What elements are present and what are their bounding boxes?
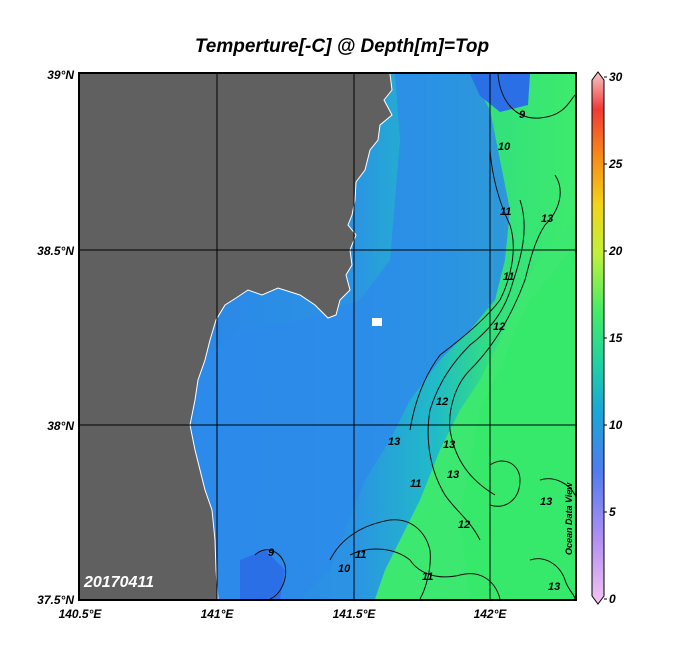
date-label: 20170411 bbox=[84, 574, 154, 591]
lon-label: 142°E bbox=[473, 607, 507, 621]
contour-label: 13 bbox=[388, 436, 400, 448]
contour-label: 10 bbox=[338, 563, 351, 575]
contour-label: 10 bbox=[498, 141, 511, 153]
cold-patch-north bbox=[470, 74, 530, 112]
contour-label: 9 bbox=[519, 109, 526, 121]
contour-10-north bbox=[497, 74, 575, 119]
contour-label: 11 bbox=[500, 206, 511, 218]
contour-label: 13 bbox=[447, 469, 459, 481]
contour-12 bbox=[427, 199, 525, 541]
colorbar-tick: 30 bbox=[609, 70, 623, 84]
colorbar bbox=[591, 71, 605, 605]
contour-label: 13 bbox=[548, 581, 560, 593]
contour-label: 13 bbox=[540, 496, 552, 508]
lon-label: 141°E bbox=[200, 607, 234, 621]
colorbar-tick: 5 bbox=[609, 505, 616, 519]
contour-11-north bbox=[409, 149, 514, 431]
contour-label: 12 bbox=[493, 321, 505, 333]
coastline bbox=[189, 74, 393, 599]
colorbar-tick: 20 bbox=[609, 244, 623, 258]
contour-13-east bbox=[539, 478, 575, 496]
colorbar-tick: 15 bbox=[609, 331, 623, 345]
warm-core bbox=[460, 245, 575, 599]
contour-10-south bbox=[329, 519, 431, 599]
coastal-water bbox=[195, 74, 510, 599]
contour-label: 11 bbox=[422, 571, 433, 583]
contour-label: 13 bbox=[541, 213, 553, 225]
contour-13-south bbox=[489, 460, 521, 507]
contour-label: 12 bbox=[436, 396, 448, 408]
map-title: Temperture[-C] @ Depth[m]=Top bbox=[194, 36, 490, 57]
contour-11-south bbox=[349, 548, 501, 599]
contour-label: 13 bbox=[443, 439, 455, 451]
contour-label: 11 bbox=[355, 549, 366, 561]
contour-label: 12 bbox=[458, 519, 470, 531]
map-frame bbox=[78, 72, 577, 601]
cold-patch-south bbox=[240, 550, 285, 599]
colorbar-tick: 0 bbox=[609, 592, 616, 606]
land-mass bbox=[80, 74, 392, 599]
lat-label: 38°N bbox=[47, 419, 74, 433]
lat-label: 37.5°N bbox=[37, 593, 74, 607]
colorbar-tick: 10 bbox=[609, 418, 623, 432]
lat-label: 39°N bbox=[47, 68, 74, 82]
contour-13-se bbox=[529, 558, 575, 599]
lon-label: 140.5°E bbox=[58, 607, 102, 621]
colorbar-tick: 25 bbox=[609, 157, 623, 171]
lon-label: 141.5°E bbox=[332, 607, 376, 621]
contour-9-south bbox=[254, 549, 287, 599]
contour-label: 9 bbox=[268, 547, 275, 559]
contour-label: 11 bbox=[503, 271, 514, 283]
contour-13-north bbox=[449, 174, 561, 496]
lat-label: 38.5°N bbox=[37, 244, 74, 258]
contour-label: 11 bbox=[410, 478, 421, 490]
odv-watermark: Ocean Data View bbox=[564, 482, 574, 555]
